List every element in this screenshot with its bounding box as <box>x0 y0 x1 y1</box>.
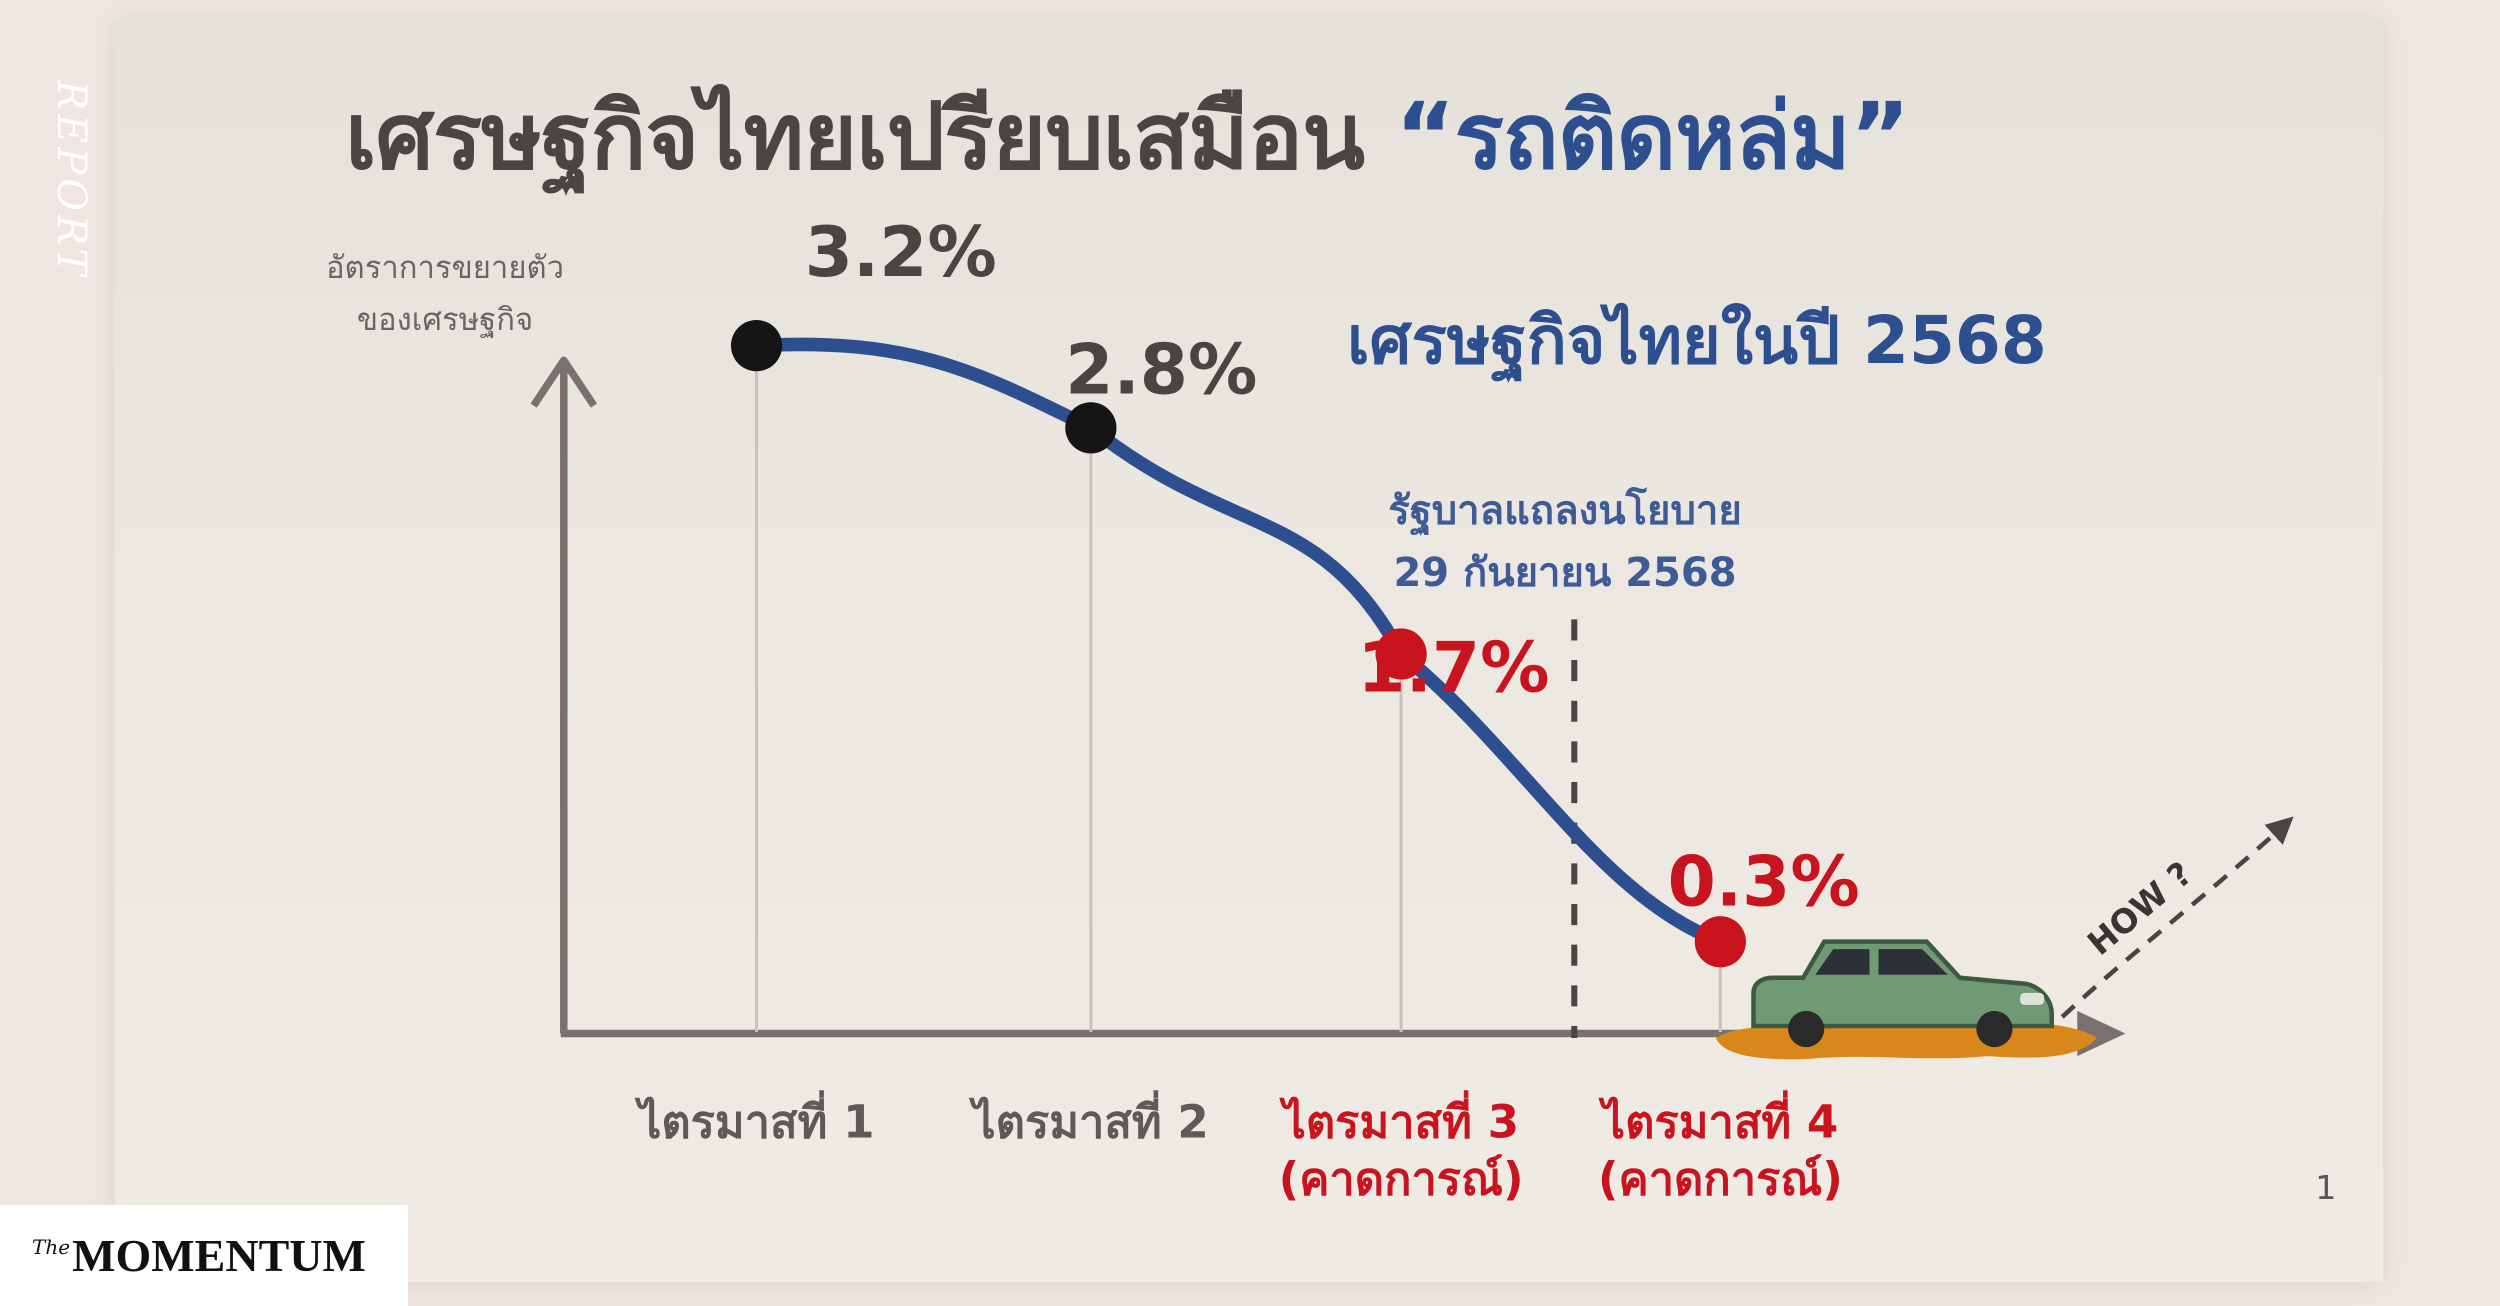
side-report-label: REPORT <box>48 80 94 280</box>
y-axis-label: อัตราการขยายตัว ของเศรษฐกิจ <box>290 242 600 346</box>
brand-logo: The MOMENTUM <box>0 1205 408 1306</box>
data-point <box>1065 402 1117 454</box>
car-wheel-shape <box>1788 1010 1825 1048</box>
car-wheel-shape <box>1976 1010 2013 1048</box>
data-points <box>730 319 1746 968</box>
page-number: 1 <box>2315 1168 2336 1207</box>
value-label: 3.2% <box>805 213 997 293</box>
brand-name: MOMENTUM <box>72 1230 366 1281</box>
value-label: 2.8% <box>1065 330 1257 410</box>
data-point <box>730 319 783 372</box>
x-tick-label: ไตรมาสที่ 3 <box>1279 1090 1519 1148</box>
y-axis-arrowhead <box>530 356 598 408</box>
x-tick-sublabel: (คาดการณ์) <box>1279 1153 1524 1206</box>
policy-note-line1: รัฐบาลแถลงนโยบาย <box>1388 488 1742 534</box>
x-tick-sublabel: (คาดการณ์) <box>1598 1153 1843 1206</box>
value-labels: 3.2% 2.8% 1.7% 0.3% <box>805 213 1860 922</box>
car-window-shape <box>1878 949 1948 975</box>
y-axis-label-line1: อัตราการขยายตัว <box>325 250 565 286</box>
car-headlight-shape <box>2020 992 2045 1005</box>
how-label: HOW ? <box>2080 854 2199 963</box>
car-stuck-in-mud-icon <box>1715 939 2097 1060</box>
data-point <box>1375 628 1427 680</box>
growth-trend-line <box>749 337 1728 949</box>
title-accent: “รถติดหล่ม” <box>1395 83 1910 190</box>
chart-subtitle: เศรษฐกิจไทยในปี 2568 <box>1347 302 2047 379</box>
x-tick-label: ไตรมาสที่ 4 <box>1598 1090 1838 1148</box>
x-tick-label: ไตรมาสที่ 1 <box>635 1090 875 1148</box>
slide-title: เศรษฐกิจไทยเปรียบเสมือน “รถติดหล่ม” <box>345 62 1910 209</box>
y-axis-label-line2: ของเศรษฐกิจ <box>356 302 534 338</box>
x-axis-arrowhead <box>2077 1010 2126 1057</box>
car-window-shape <box>1815 949 1870 975</box>
policy-note: รัฐบาลแถลงนโยบาย 29 กันยายน 2568 <box>1305 480 1825 604</box>
x-tick-labels: ไตรมาสที่ 1 ไตรมาสที่ 2 ไตรมาสที่ 3(คาดการ… <box>635 1090 1843 1205</box>
title-main: เศรษฐกิจไทยเปรียบเสมือน <box>345 83 1396 190</box>
slide: เศรษฐกิจไทยเปรียบเสมือน “รถติดหล่ม” อัตร… <box>115 20 2383 1282</box>
value-label: 1.7% <box>1357 629 1549 709</box>
growth-line-chart: 3.2% 2.8% 1.7% 0.3% ไตรมาสที่ 1 ไตรมาสที่ 2 ไ… <box>530 213 2336 1207</box>
data-point <box>1694 916 1746 968</box>
brand-prefix: The <box>32 1235 71 1259</box>
mud-puddle-shape <box>1715 1023 2097 1060</box>
policy-note-line2: 29 กันยายน 2568 <box>1393 550 1737 596</box>
value-label: 0.3% <box>1668 843 1860 923</box>
drop-lines <box>755 345 1722 1033</box>
x-tick-label: ไตรมาสที่ 2 <box>969 1090 1209 1148</box>
recovery-dashed-arrow <box>2060 816 2294 1019</box>
